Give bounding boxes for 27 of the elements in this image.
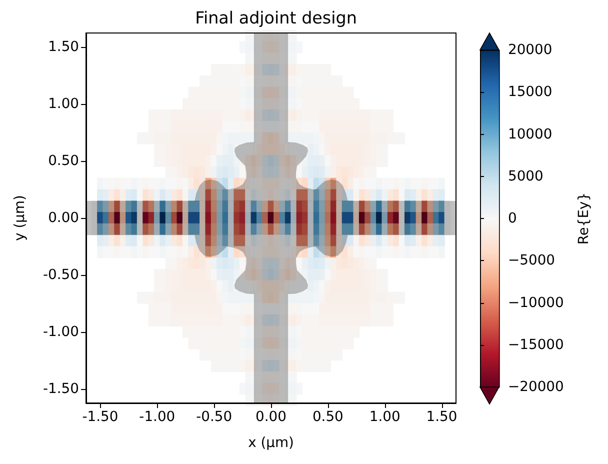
x-tick-label: 0.50	[312, 409, 344, 425]
color-bar-label: 0	[508, 210, 517, 226]
x-tick-label: -1.00	[139, 409, 176, 425]
x-tick-label: -1.50	[82, 409, 118, 425]
color-bar-label: −15000	[508, 336, 564, 353]
y-tick-label: 1.00	[48, 96, 79, 112]
color-bar-label: 20000	[508, 42, 552, 58]
x-tick-label: 1.00	[369, 409, 400, 425]
y-tick-label: -1.00	[43, 324, 79, 340]
color-bar-label: −5000	[508, 252, 555, 269]
y-tick-label: 0.50	[48, 153, 79, 170]
color-bar-label: 10000	[508, 126, 552, 142]
color-bar-label: −20000	[508, 379, 564, 395]
x-tick-label: 1.50	[426, 409, 458, 425]
x-tick-label: -0.50	[196, 409, 232, 425]
color-bar-label: 5000	[508, 168, 544, 184]
color-bar-title: Re{Ey}	[576, 192, 592, 245]
x-tick-label: 0.00	[256, 409, 286, 425]
chart-title: Final adjoint design	[195, 8, 357, 28]
y-tick-label: -0.50	[43, 266, 79, 283]
y-tick-label: 0.00	[48, 210, 79, 226]
y-tick-label: 1.50	[48, 39, 79, 56]
color-bar-label: −10000	[508, 294, 564, 311]
y-tick-label: -1.50	[43, 380, 79, 397]
y-axis-title: y (µm)	[12, 195, 28, 241]
x-axis-title: x (µm)	[248, 435, 294, 451]
color-bar-label: 15000	[508, 84, 552, 100]
